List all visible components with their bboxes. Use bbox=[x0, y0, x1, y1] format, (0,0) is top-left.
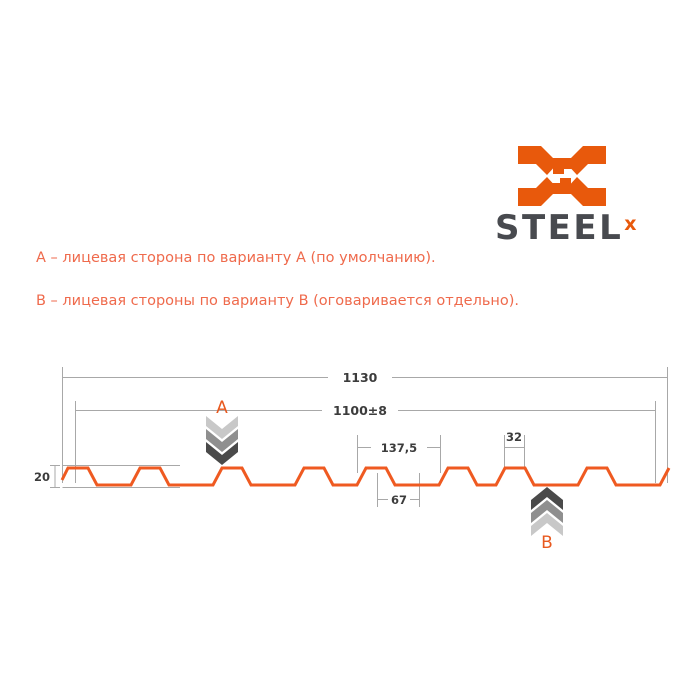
steelx-x-mark-icon bbox=[517, 145, 607, 207]
wordmark-superscript-x: x bbox=[624, 213, 637, 235]
brand-logo: STEEL x bbox=[495, 145, 670, 250]
marker-b-letter: B bbox=[541, 533, 553, 553]
wordmark-steel: STEEL bbox=[495, 208, 624, 248]
marker-a-letter: A bbox=[216, 398, 228, 418]
marker-a: A bbox=[206, 398, 238, 465]
profile-technical-drawing: 1130 1100±8 137,5 67 32 20 A bbox=[0, 355, 700, 570]
marker-b-chevrons-icon bbox=[531, 487, 563, 536]
dimension-label-1100: 1100±8 bbox=[333, 403, 387, 418]
marker-a-chevrons-icon bbox=[206, 416, 238, 465]
legend-line-a: А – лицевая сторона по варианту А (по ум… bbox=[36, 250, 436, 266]
dimension-label-20: 20 bbox=[34, 470, 50, 484]
dimension-label-137-5: 137,5 bbox=[381, 441, 417, 455]
legend-line-b: В – лицевая стороны по варианту В (огова… bbox=[36, 293, 520, 309]
brand-wordmark: STEEL x bbox=[495, 211, 670, 249]
marker-b: B bbox=[531, 487, 563, 553]
dimension-label-67: 67 bbox=[391, 493, 407, 507]
dimension-label-32: 32 bbox=[506, 430, 522, 444]
profile-cross-section-path bbox=[60, 466, 671, 487]
dimension-label-1130: 1130 bbox=[343, 370, 378, 385]
